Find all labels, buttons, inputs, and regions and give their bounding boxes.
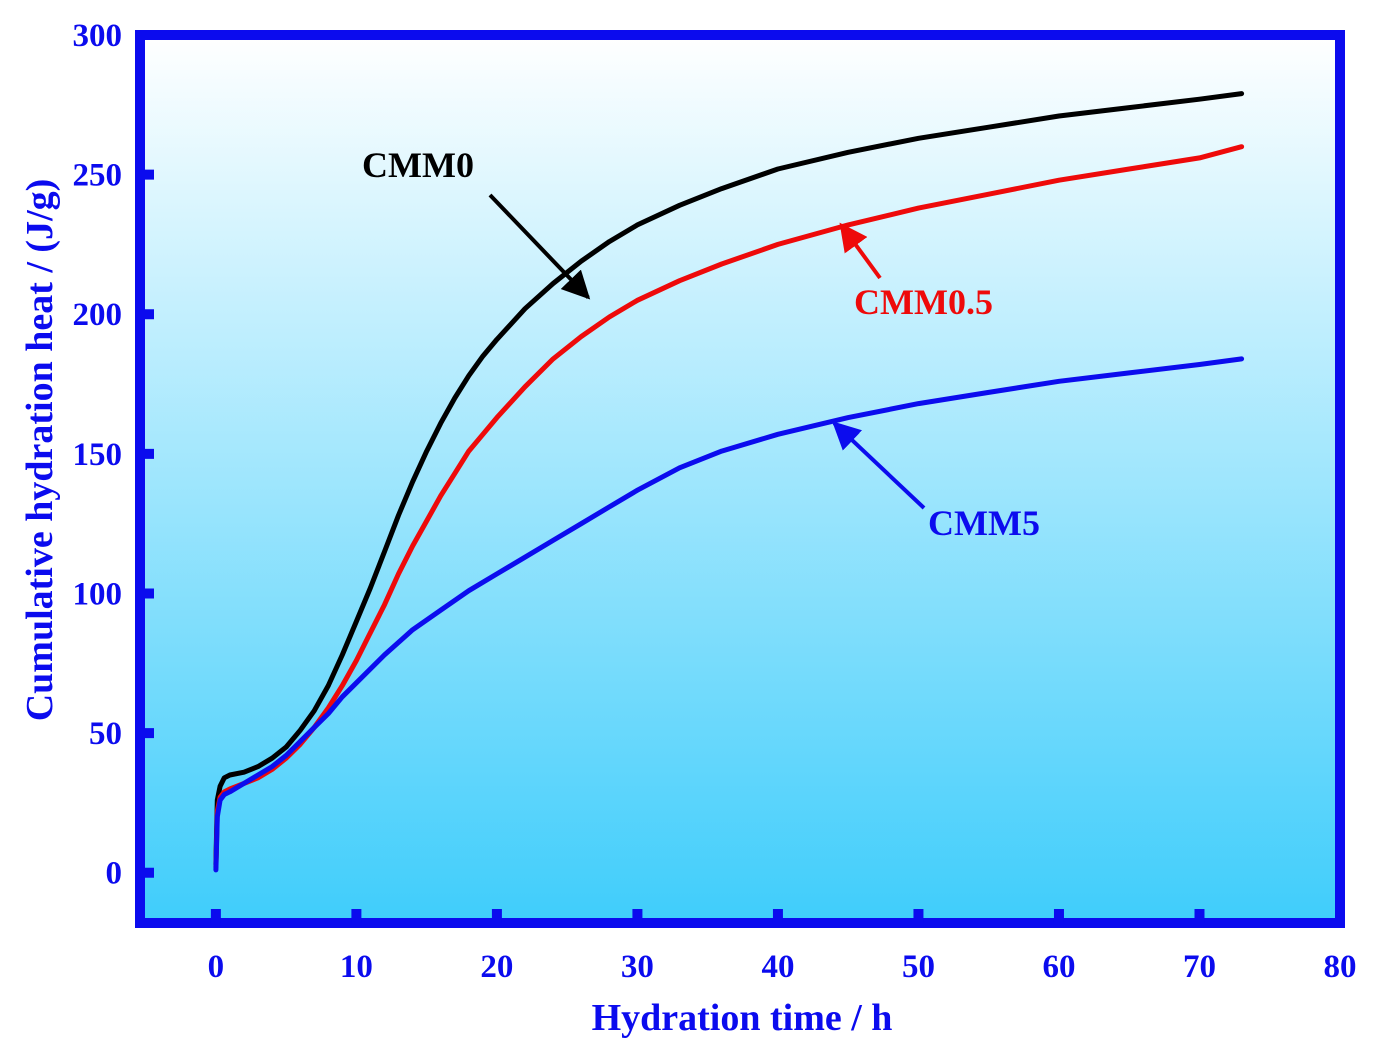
y-tick-label: 200 bbox=[73, 297, 123, 333]
x-tick-label: 40 bbox=[761, 949, 794, 985]
y-axis-title: Cumulative hydration heat / (J/g) bbox=[19, 179, 61, 722]
x-tick-label: 20 bbox=[480, 949, 513, 985]
annotation-arrow-cmm0 bbox=[488, 193, 591, 300]
x-axis-title: Hydration time / h bbox=[592, 997, 893, 1039]
series-label-cmm0-5: CMM0.5 bbox=[854, 282, 993, 322]
y-tick-label: 150 bbox=[73, 437, 123, 473]
plot-area bbox=[140, 35, 1340, 923]
x-tick-label: 0 bbox=[208, 949, 225, 985]
annotation-arrow-cmm0-5 bbox=[839, 222, 882, 280]
y-tick-label: 0 bbox=[106, 856, 123, 892]
x-tick-label: 60 bbox=[1042, 949, 1075, 985]
x-tick-label: 50 bbox=[902, 949, 935, 985]
annotation-arrow-cmm5 bbox=[832, 421, 926, 510]
plot-frame bbox=[135, 30, 1345, 928]
x-tick-label: 30 bbox=[621, 949, 654, 985]
series-label-cmm0: CMM0 bbox=[362, 145, 474, 185]
y-tick-label: 300 bbox=[73, 18, 123, 54]
series-line-cmm0 bbox=[213, 91, 1245, 867]
y-tick-label: 50 bbox=[89, 716, 122, 752]
y-tick-label: 100 bbox=[73, 576, 123, 612]
x-tick-label: 10 bbox=[340, 949, 373, 985]
x-tick-label: 70 bbox=[1183, 949, 1216, 985]
y-tick-label: 250 bbox=[73, 158, 123, 194]
x-tick-label: 80 bbox=[1324, 949, 1357, 985]
series-label-cmm5: CMM5 bbox=[928, 503, 1040, 543]
series-line-cmm5 bbox=[213, 356, 1245, 873]
